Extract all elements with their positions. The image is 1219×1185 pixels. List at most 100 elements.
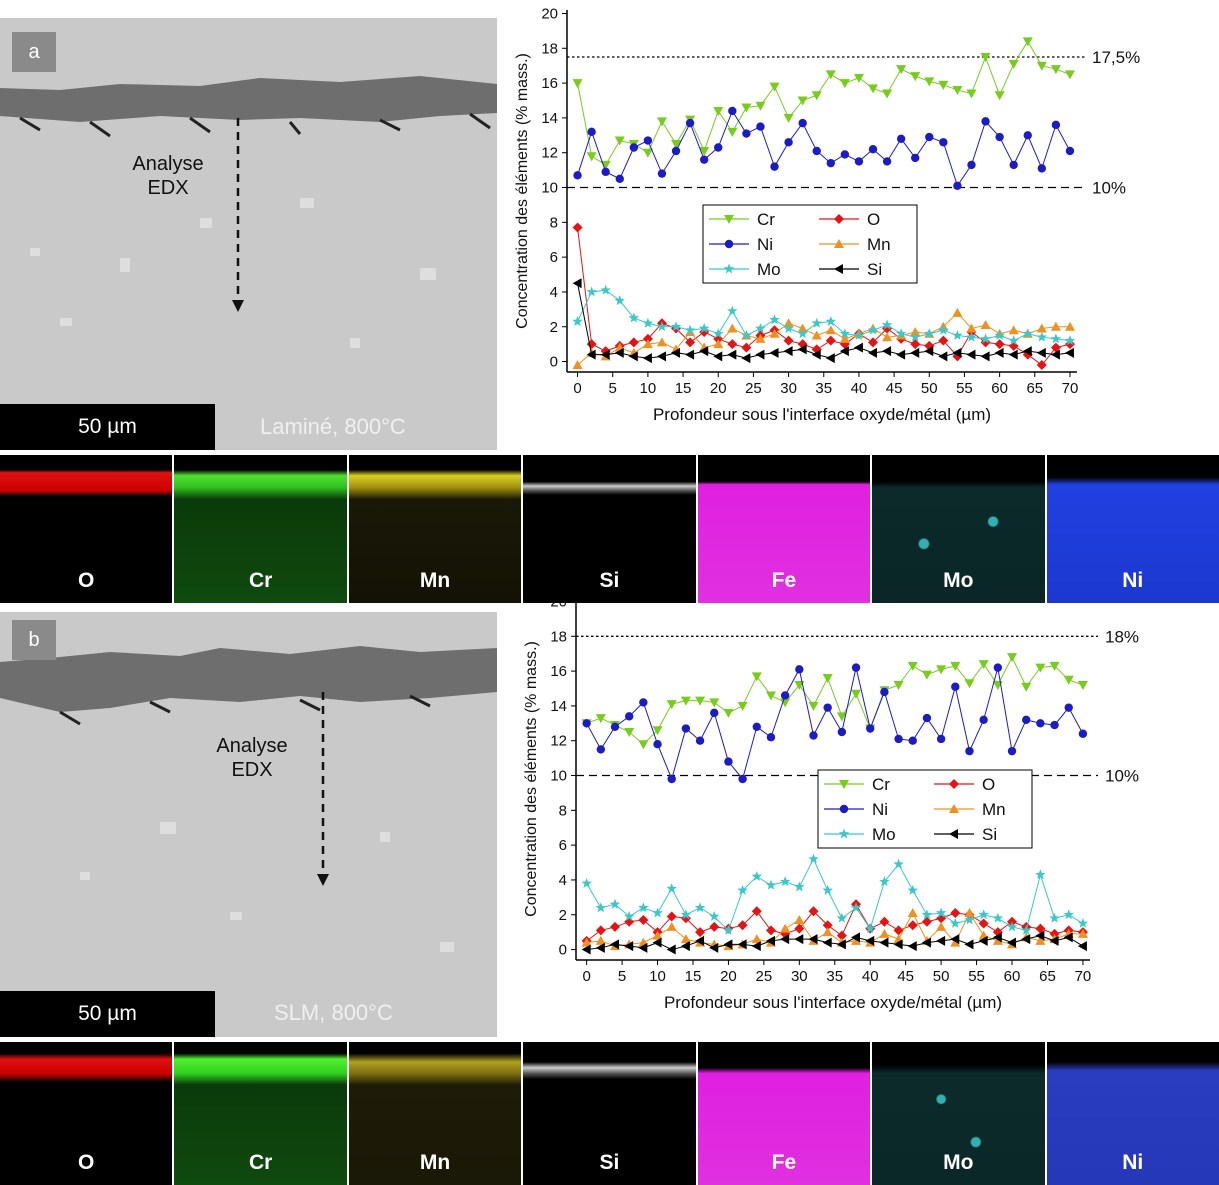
- y-tick-label: 20: [550, 603, 567, 610]
- marker: [978, 935, 988, 946]
- scale-bar: 50 µm: [0, 991, 215, 1037]
- map-tile: Mo: [872, 1042, 1045, 1185]
- marker: [1020, 924, 1032, 935]
- marker: [978, 660, 989, 670]
- map-label: Cr: [248, 1151, 273, 1174]
- marker: [797, 96, 808, 106]
- marker: [596, 745, 606, 754]
- marker: [935, 907, 947, 918]
- marker: [752, 722, 761, 731]
- marker: [642, 353, 652, 364]
- marker: [615, 174, 624, 184]
- marker: [724, 215, 734, 224]
- annotation: Analyse EDX: [212, 734, 292, 782]
- marker: [653, 739, 662, 749]
- marker: [865, 935, 875, 946]
- annotation-line: Analyse: [216, 735, 288, 757]
- marker: [797, 344, 807, 355]
- marker: [924, 77, 935, 87]
- marker: [811, 330, 822, 340]
- marker: [794, 934, 804, 945]
- marker: [949, 829, 958, 839]
- marker: [834, 214, 844, 224]
- marker: [667, 774, 676, 784]
- marker: [893, 939, 903, 950]
- x-tick-label: 0: [573, 380, 581, 397]
- marker: [966, 349, 976, 360]
- marker: [666, 944, 676, 955]
- marker: [811, 317, 822, 328]
- marker: [737, 939, 747, 950]
- marker: [1077, 681, 1088, 691]
- marker: [882, 346, 892, 357]
- marker: [582, 719, 591, 728]
- marker: [766, 733, 776, 742]
- map-label: Mo: [943, 1151, 974, 1174]
- marker: [994, 339, 1005, 350]
- marker: [699, 155, 709, 164]
- marker: [894, 734, 903, 744]
- legend-label: Mn: [982, 800, 1006, 819]
- marker: [822, 937, 832, 948]
- marker: [838, 828, 850, 839]
- marker: [826, 158, 835, 168]
- x-tick-label: 70: [1062, 380, 1079, 397]
- marker: [595, 942, 605, 953]
- marker: [628, 351, 638, 362]
- map-label: Si: [599, 1151, 620, 1174]
- marker: [680, 913, 691, 924]
- marker: [1007, 937, 1017, 948]
- marker: [851, 932, 861, 943]
- marker: [737, 701, 748, 711]
- marker: [1036, 347, 1046, 358]
- map-label: Fe: [771, 569, 797, 592]
- y-tick-label: 2: [550, 319, 558, 336]
- marker: [713, 328, 724, 339]
- marker: [642, 339, 653, 349]
- marker: [1050, 342, 1061, 353]
- marker: [639, 698, 648, 707]
- marker: [811, 349, 821, 360]
- marker: [908, 736, 917, 745]
- marker: [727, 349, 737, 360]
- marker: [893, 925, 904, 936]
- marker: [952, 329, 963, 340]
- marker: [614, 295, 625, 306]
- marker: [600, 349, 610, 360]
- marker: [695, 696, 706, 706]
- marker: [783, 318, 794, 328]
- marker: [910, 339, 921, 350]
- marker: [1077, 917, 1089, 928]
- map-label: Ni: [1122, 1151, 1144, 1174]
- marker: [698, 322, 710, 333]
- marker: [921, 937, 931, 948]
- marker: [1036, 331, 1048, 342]
- map-tile: Fe: [697, 455, 871, 603]
- marker: [638, 740, 649, 750]
- marker: [1049, 912, 1060, 923]
- marker: [822, 927, 833, 937]
- sem-image: a Analyse EDX 50 µm Laminé, 800°C: [0, 18, 497, 450]
- marker: [600, 160, 611, 170]
- marker: [765, 879, 777, 890]
- marker: [695, 736, 705, 745]
- marker: [966, 331, 977, 342]
- map-label: O: [78, 1151, 95, 1174]
- marker: [794, 923, 805, 934]
- marker: [924, 340, 935, 351]
- y-tick-label: 6: [559, 837, 567, 854]
- marker: [812, 146, 821, 156]
- marker: [798, 118, 807, 128]
- x-tick-label: 40: [851, 380, 868, 397]
- marker: [980, 351, 990, 362]
- sem-drawing: [0, 646, 497, 952]
- marker: [770, 162, 779, 171]
- x-tick-label: 15: [685, 968, 702, 985]
- marker: [723, 939, 733, 950]
- map-tile: Ni: [1046, 455, 1219, 603]
- marker: [595, 714, 606, 724]
- marker: [1064, 347, 1074, 358]
- marker: [1008, 59, 1019, 69]
- marker: [642, 148, 653, 158]
- marker: [950, 908, 961, 919]
